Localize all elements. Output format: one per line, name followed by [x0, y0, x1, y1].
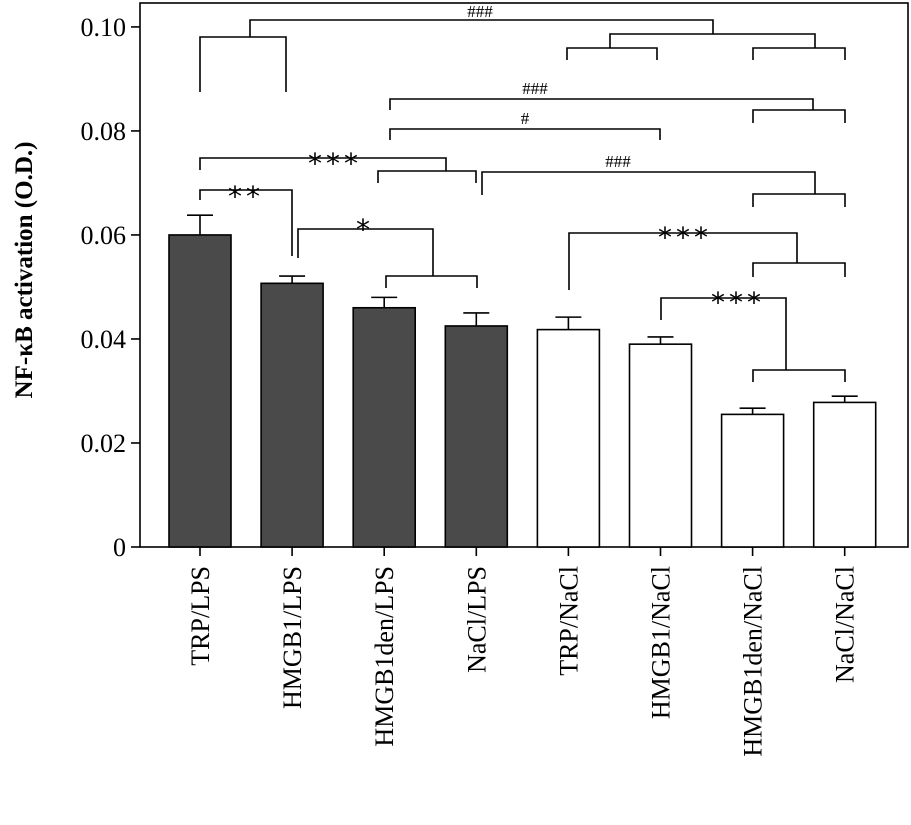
y-tick-label: 0.08	[81, 117, 127, 146]
error-bar	[187, 214, 213, 235]
significance-label: ###	[522, 79, 548, 98]
error-bar	[279, 275, 306, 284]
y-axis-label: NF-κB activation (O.D.)	[11, 142, 38, 399]
error-bar	[647, 336, 674, 345]
significance-bracket	[199, 189, 293, 256]
bar	[628, 343, 693, 548]
significance-label: ***	[711, 286, 765, 319]
y-tick-label: 0.10	[81, 13, 127, 42]
significance-bracket	[297, 228, 478, 288]
significance-label: ***	[658, 221, 712, 254]
significance-label: ***	[308, 147, 362, 180]
significance-bracket	[389, 128, 661, 140]
significance-bracket	[389, 98, 846, 123]
y-tick-label: 0.04	[81, 325, 127, 354]
error-bar	[739, 407, 766, 415]
significance-label: **	[228, 180, 264, 213]
bar	[444, 325, 509, 548]
plot-frame	[139, 2, 909, 548]
significance-label: ###	[467, 2, 493, 21]
x-tick-label: NaCl/LPS	[462, 566, 491, 673]
significance-bracket	[199, 19, 846, 92]
error-bar	[555, 316, 582, 330]
bar	[260, 282, 324, 548]
y-tick-label: 0	[113, 533, 126, 562]
significance-bracket	[199, 157, 477, 183]
y-tick-label: 0.02	[81, 429, 127, 458]
bar	[536, 328, 601, 548]
bar	[720, 413, 785, 548]
y-tick-label: 0.06	[81, 221, 127, 250]
significance-label: #	[521, 109, 530, 128]
error-bar	[371, 296, 398, 308]
x-tick-label: TRP/NaCl	[554, 566, 583, 676]
x-tick-label: HMGB1/LPS	[278, 566, 307, 709]
x-tick-label: HMGB1den/LPS	[370, 566, 399, 747]
error-bar	[463, 312, 490, 326]
significance-bracket	[481, 171, 846, 207]
significance-label: ###	[605, 152, 631, 171]
error-bar	[831, 395, 858, 403]
significance-bracket	[568, 232, 846, 290]
x-tick-label: TRP/LPS	[186, 566, 215, 666]
x-tick-label: HMGB1den/NaCl	[739, 566, 768, 757]
bar	[812, 401, 877, 548]
x-tick-label: NaCl/NaCl	[831, 566, 860, 683]
x-tick-label: HMGB1/NaCl	[647, 566, 676, 719]
significance-label: *	[356, 213, 374, 246]
bar	[168, 234, 232, 548]
bar	[352, 306, 417, 548]
significance-bracket	[660, 297, 846, 382]
